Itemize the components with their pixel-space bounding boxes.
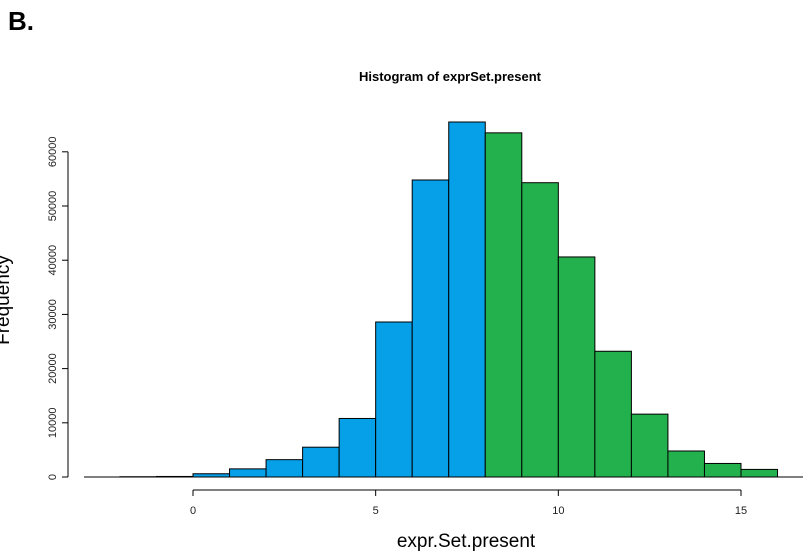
histogram-bar-5 (302, 446, 340, 478)
histogram-bar-12 (557, 256, 596, 478)
histogram-bar-6 (338, 417, 377, 478)
y-tick-label-6: 60000 (47, 137, 59, 168)
y-tick-label-4: 40000 (47, 245, 59, 276)
panel-label: B. (8, 6, 34, 36)
y-tick-label-3: 30000 (47, 299, 59, 330)
histogram-bar-4 (265, 459, 304, 478)
y-tick-label-5: 50000 (47, 191, 59, 222)
histogram-bar-3 (229, 468, 267, 478)
x-tick-label-1: 5 (373, 505, 379, 517)
y-axis-label: Frequency (0, 255, 14, 345)
histogram-bar-10 (484, 132, 523, 478)
y-axis: 0 10000 20000 30000 40000 50000 60000 (47, 137, 69, 480)
y-tick-label-1: 10000 (47, 408, 59, 439)
histogram-bar-16 (703, 462, 742, 478)
histogram-bar-7 (375, 321, 413, 478)
y-tick-label-2: 20000 (47, 353, 59, 384)
chart-title: Histogram of exprSet.present (359, 69, 542, 84)
histogram-bar-9 (448, 121, 486, 478)
histogram-bar-13 (594, 350, 632, 478)
histogram-bar-15 (667, 450, 705, 478)
histogram-bar-17 (740, 468, 779, 478)
x-tick-label-0: 0 (190, 505, 196, 517)
x-tick-label-3: 15 (735, 505, 747, 517)
histogram-bar-14 (630, 413, 669, 478)
histogram-bar-11 (521, 182, 559, 478)
histogram-bar-8 (411, 179, 450, 478)
x-tick-label-2: 10 (552, 505, 564, 517)
x-axis: 0 5 10 15 (190, 489, 747, 517)
y-tick-label-0: 0 (47, 474, 59, 480)
bars-group (119, 121, 779, 478)
x-axis-label: expr.Set.present (397, 531, 536, 552)
